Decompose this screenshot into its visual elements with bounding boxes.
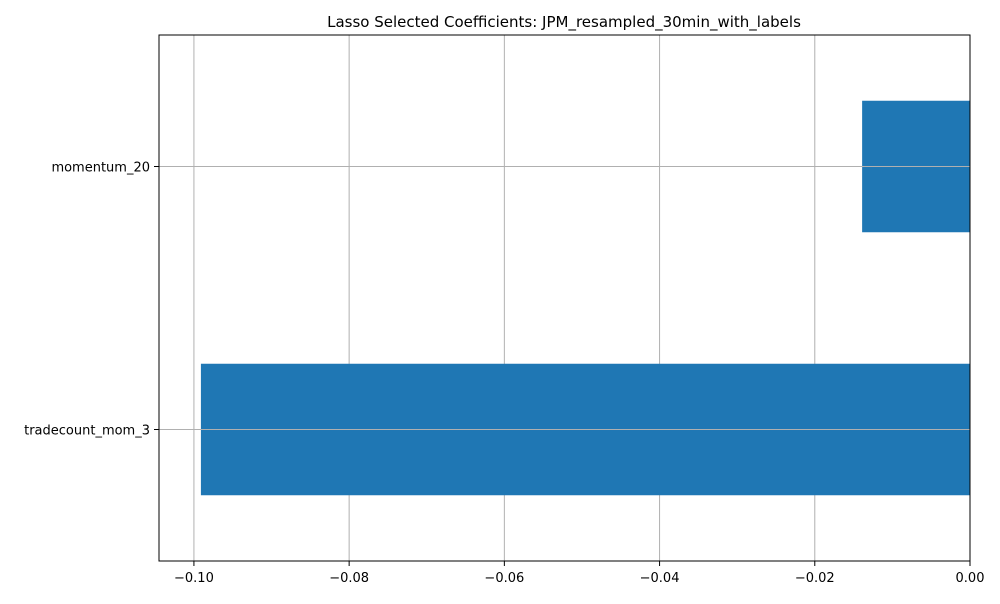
y-tick-label: tradecount_mom_3 — [24, 424, 150, 439]
bars — [200, 100, 970, 496]
x-tick-label: −0.02 — [795, 571, 835, 586]
x-tick-label: −0.08 — [329, 571, 369, 586]
chart-title: Lasso Selected Coefficients: JPM_resampl… — [327, 13, 801, 32]
x-tick-label: −0.06 — [484, 571, 524, 586]
y-grid-lines — [159, 166, 970, 430]
x-axis: −0.10 −0.08 −0.06 −0.04 −0.02 0.00 — [174, 561, 984, 586]
x-tick-label: −0.10 — [174, 571, 214, 586]
x-tick-label: 0.00 — [956, 571, 985, 586]
x-tick-label: −0.04 — [640, 571, 680, 586]
plot-frame — [158, 34, 971, 562]
y-tick-label: momentum_20 — [51, 161, 150, 176]
y-axis: momentum_20 tradecount_mom_3 — [24, 161, 159, 439]
